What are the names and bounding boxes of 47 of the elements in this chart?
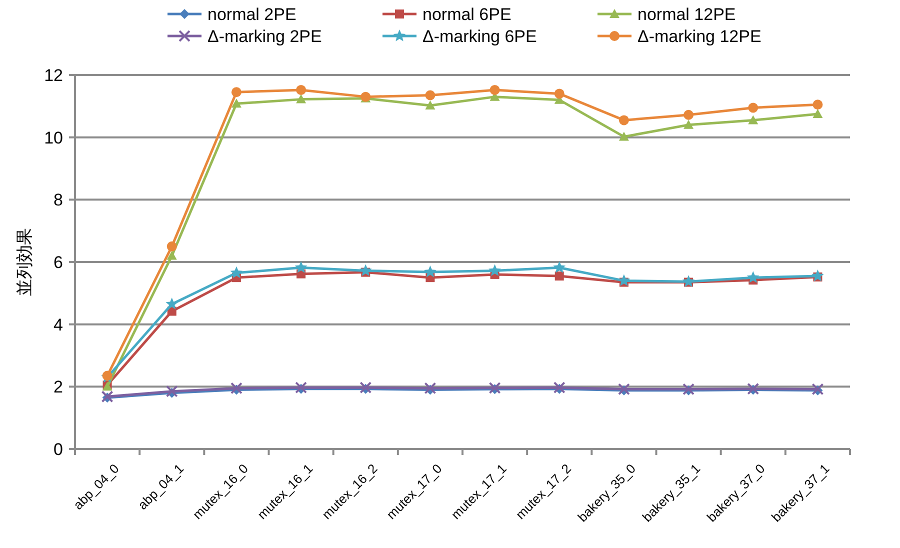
y-tick-label: 4 — [54, 315, 63, 334]
point — [748, 102, 758, 113]
legend-label: Δ-marking 12PE — [638, 26, 762, 46]
point — [425, 100, 436, 110]
point — [812, 108, 823, 118]
point — [166, 250, 177, 260]
point — [684, 120, 694, 129]
point — [425, 90, 436, 100]
point — [553, 261, 566, 273]
point — [812, 100, 823, 110]
y-tick-label: 10 — [44, 128, 63, 148]
point — [294, 261, 308, 273]
point — [230, 382, 242, 394]
y-tick-label: 6 — [54, 252, 63, 272]
point — [359, 264, 372, 276]
point — [554, 88, 564, 99]
point — [424, 382, 436, 394]
point — [554, 272, 564, 281]
point — [424, 265, 436, 278]
legend-label: Δ-marking 6PE — [422, 26, 537, 46]
point — [166, 385, 178, 398]
y-axis-title: 並列効果 — [15, 228, 34, 296]
point — [166, 298, 178, 310]
point — [618, 132, 629, 141]
y-tick-label: 12 — [44, 66, 63, 85]
legend-label: normal 6PE — [422, 4, 512, 24]
point — [684, 110, 694, 120]
point — [618, 115, 629, 126]
legend-label: normal 12PE — [638, 4, 736, 24]
y-tick-label: 8 — [54, 190, 63, 210]
point — [682, 275, 695, 287]
y-tick-label: 0 — [54, 440, 63, 459]
legend-label: Δ-marking 2PE — [208, 26, 322, 46]
point — [488, 382, 501, 394]
point — [746, 271, 760, 283]
point — [748, 115, 758, 124]
legend-label: normal 2PE — [208, 4, 296, 24]
point — [231, 87, 242, 98]
point — [490, 84, 500, 95]
point — [812, 270, 824, 282]
y-tick-label: 2 — [54, 378, 63, 397]
point — [166, 241, 177, 252]
point — [231, 98, 242, 108]
point — [230, 266, 243, 278]
point — [296, 84, 306, 95]
point — [296, 94, 306, 104]
point — [488, 264, 501, 276]
